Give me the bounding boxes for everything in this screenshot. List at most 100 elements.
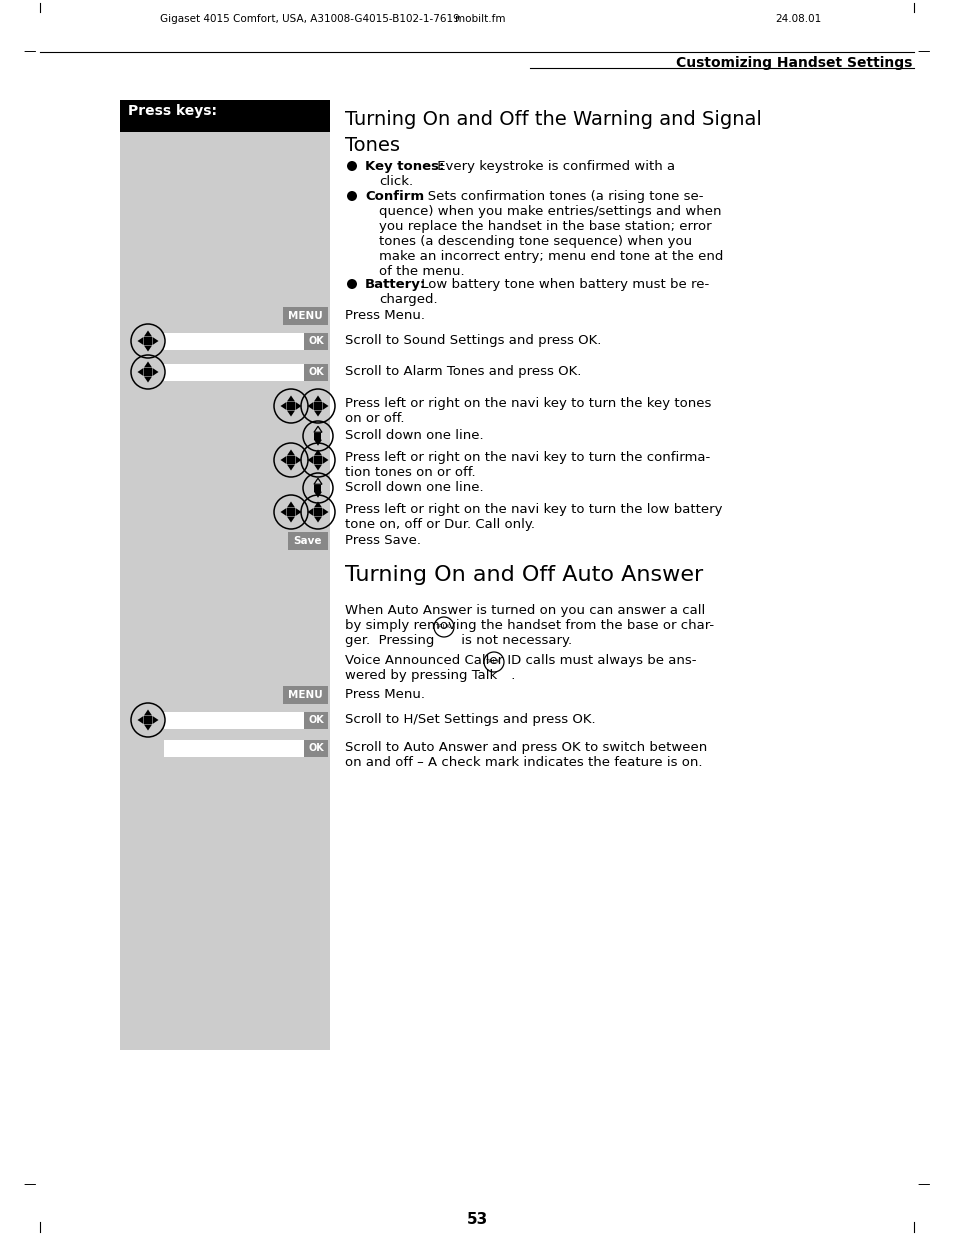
Text: tion tones on or off.: tion tones on or off.: [345, 466, 476, 479]
Circle shape: [347, 279, 356, 289]
Bar: [287, 508, 294, 516]
Text: Press Save.: Press Save.: [345, 534, 420, 547]
Polygon shape: [314, 516, 322, 522]
Polygon shape: [314, 450, 322, 456]
Text: Every keystroke is confirmed with a: Every keystroke is confirmed with a: [433, 161, 675, 173]
Text: Customizing Handset Settings: Customizing Handset Settings: [675, 56, 911, 70]
Polygon shape: [144, 346, 152, 352]
Text: 24.08.01: 24.08.01: [774, 14, 821, 23]
Text: wered by pressing Talk: wered by pressing Talk: [345, 669, 497, 682]
Bar: [120, 100, 330, 1050]
Polygon shape: [314, 410, 322, 416]
Polygon shape: [287, 450, 294, 456]
Text: Press left or right on the navi key to turn the low battery: Press left or right on the navi key to t…: [345, 503, 721, 516]
Text: .: Sets confirmation tones (a rising tone se-: .: Sets confirmation tones (a rising ton…: [415, 190, 702, 203]
Text: —: —: [917, 1178, 929, 1192]
Bar: [287, 456, 294, 464]
Bar: [314, 484, 321, 492]
Text: Press Menu.: Press Menu.: [345, 309, 424, 322]
Text: Tones: Tones: [345, 136, 399, 156]
Polygon shape: [144, 362, 152, 368]
Bar: [144, 368, 152, 375]
Text: on or off.: on or off.: [345, 412, 404, 425]
Text: TALK: TALK: [486, 659, 501, 664]
Polygon shape: [152, 368, 158, 375]
Bar: [287, 403, 294, 410]
Text: by simply removing the handset from the base or char-: by simply removing the handset from the …: [345, 619, 714, 632]
Bar: [164, 740, 304, 757]
Bar: [120, 100, 330, 132]
Bar: [304, 363, 328, 380]
Polygon shape: [287, 501, 294, 508]
Bar: [314, 432, 321, 440]
Text: OK: OK: [308, 367, 323, 377]
Text: of the menu.: of the menu.: [378, 266, 464, 278]
Text: OK: OK: [308, 336, 323, 346]
Polygon shape: [137, 368, 143, 375]
Text: —: —: [917, 46, 929, 58]
Polygon shape: [137, 337, 143, 345]
Text: MENU: MENU: [288, 690, 322, 700]
Text: When Auto Answer is turned on you can answer a call: When Auto Answer is turned on you can an…: [345, 604, 704, 618]
Text: Scroll to H/Set Settings and press OK.: Scroll to H/Set Settings and press OK.: [345, 713, 595, 726]
Text: Press left or right on the navi key to turn the key tones: Press left or right on the navi key to t…: [345, 396, 711, 410]
Bar: [164, 363, 304, 380]
Text: —: —: [24, 1178, 36, 1192]
Bar: [164, 332, 304, 350]
Text: Gigaset 4015 Comfort, USA, A31008-G4015-B102-1-7619: Gigaset 4015 Comfort, USA, A31008-G4015-…: [160, 14, 459, 23]
Text: is not necessary.: is not necessary.: [456, 634, 572, 647]
Text: Battery:: Battery:: [365, 278, 426, 291]
Polygon shape: [144, 709, 152, 715]
Bar: [164, 711, 304, 729]
Text: charged.: charged.: [378, 293, 437, 306]
Text: Scroll to Sound Settings and press OK.: Scroll to Sound Settings and press OK.: [345, 333, 600, 347]
Bar: [304, 332, 328, 350]
Polygon shape: [295, 403, 301, 410]
Text: quence) when you make entries/settings and when: quence) when you make entries/settings a…: [378, 205, 720, 219]
Text: OK: OK: [308, 715, 323, 725]
Text: Turning On and Off Auto Answer: Turning On and Off Auto Answer: [345, 564, 702, 585]
Polygon shape: [314, 492, 322, 498]
Text: OK: OK: [308, 743, 323, 753]
Text: Press left or right on the navi key to turn the confirma-: Press left or right on the navi key to t…: [345, 451, 709, 464]
Bar: [314, 508, 322, 516]
Polygon shape: [314, 440, 322, 446]
Text: tones (a descending tone sequence) when you: tones (a descending tone sequence) when …: [378, 235, 691, 248]
Text: 53: 53: [466, 1212, 487, 1228]
Polygon shape: [322, 456, 328, 464]
Polygon shape: [152, 716, 158, 724]
Polygon shape: [295, 456, 301, 464]
Text: you replace the handset in the base station; error: you replace the handset in the base stat…: [378, 220, 711, 233]
Circle shape: [347, 191, 356, 201]
Polygon shape: [144, 377, 152, 383]
Text: Scroll to Alarm Tones and press OK.: Scroll to Alarm Tones and press OK.: [345, 366, 580, 378]
Circle shape: [347, 161, 356, 170]
Text: Voice Announced Caller ID calls must always be ans-: Voice Announced Caller ID calls must alw…: [345, 655, 696, 667]
Text: Scroll down one line.: Scroll down one line.: [345, 429, 483, 442]
Text: Press Menu.: Press Menu.: [345, 688, 424, 701]
Polygon shape: [137, 716, 143, 724]
Text: Confirm: Confirm: [365, 190, 424, 203]
Text: Scroll down one line.: Scroll down one line.: [345, 480, 483, 494]
Text: .: .: [506, 669, 515, 682]
Polygon shape: [280, 403, 286, 410]
Bar: [314, 456, 322, 464]
Polygon shape: [287, 395, 294, 401]
Polygon shape: [314, 464, 322, 471]
Bar: [304, 711, 328, 729]
Bar: [144, 716, 152, 724]
Text: Low battery tone when battery must be re-: Low battery tone when battery must be re…: [416, 278, 708, 291]
Polygon shape: [287, 410, 294, 416]
Text: —: —: [24, 46, 36, 58]
Polygon shape: [280, 456, 286, 464]
Polygon shape: [144, 725, 152, 731]
Bar: [283, 308, 328, 325]
Text: TALK: TALK: [436, 624, 451, 629]
Polygon shape: [295, 508, 301, 516]
Polygon shape: [287, 516, 294, 522]
Bar: [288, 532, 328, 550]
Text: Scroll to Auto Answer and press OK to switch between: Scroll to Auto Answer and press OK to sw…: [345, 741, 706, 755]
Polygon shape: [280, 508, 286, 516]
Polygon shape: [307, 508, 314, 516]
Polygon shape: [322, 403, 328, 410]
